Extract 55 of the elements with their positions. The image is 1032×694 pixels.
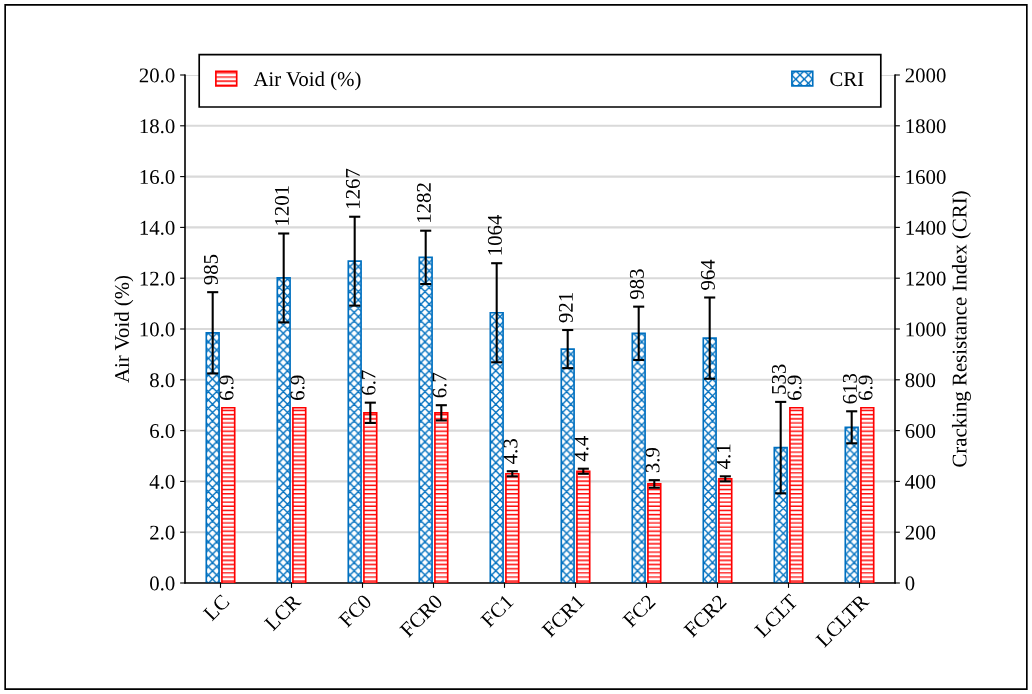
bar [702, 337, 717, 583]
y-tick-label: 6.0 [150, 423, 175, 439]
y2-axis-title: Cracking Resistance Index (CRI) [951, 191, 971, 467]
data-label: 1282 [416, 183, 431, 222]
x-tick-label: LC [202, 594, 231, 622]
data-label: 921 [558, 293, 573, 323]
y-tick-label: 10.0 [140, 322, 175, 337]
data-label: 6.9 [219, 375, 234, 400]
x-tick-label: FC0 [337, 593, 373, 629]
data-label: 6.7 [432, 372, 447, 398]
y-tick-label: 12.0 [140, 271, 175, 286]
data-label: 4.4 [574, 436, 589, 462]
y2-tick-label: 200 [905, 525, 936, 540]
y2-tick-label: 1600 [906, 169, 946, 185]
data-label: 533 [771, 364, 786, 394]
y2-tick-label: 2000 [905, 68, 946, 83]
data-label: 1201 [274, 186, 289, 225]
data-label: 964 [700, 259, 715, 290]
bar [631, 332, 646, 583]
legend-label: CRI [830, 72, 864, 87]
bar [489, 311, 504, 583]
data-label: 4.1 [716, 444, 731, 469]
x-tick-label: FC1 [480, 594, 514, 629]
legend-label: Air Void (%) [253, 71, 361, 91]
y-tick-label: 4.0 [149, 474, 175, 489]
y-tick-label: 8.0 [150, 373, 175, 388]
data-label: 1064 [487, 214, 502, 255]
y2-tick-label: 800 [905, 373, 936, 388]
y-tick-label: 18.0 [140, 119, 175, 134]
data-label: 613 [842, 373, 857, 404]
data-label: 4.3 [503, 439, 518, 464]
bar [560, 348, 575, 583]
data-label: 6.7 [361, 370, 376, 395]
y2-tick-label: 1200 [906, 271, 946, 286]
data-label: 985 [203, 254, 218, 285]
y-axis-title: Air Void (%) [114, 275, 134, 383]
y2-tick-label: 600 [905, 423, 936, 439]
y2-tick-label: 1800 [906, 119, 946, 134]
x-tick-label: LCR [263, 593, 302, 632]
y2-tick-label: 0 [905, 576, 915, 591]
y2-tick-label: 1400 [906, 220, 946, 235]
y-tick-label: 20.0 [139, 68, 175, 83]
y-tick-label: 2.0 [150, 525, 175, 540]
y2-tick-label: 400 [905, 474, 936, 489]
y-tick-label: 14.0 [140, 220, 175, 235]
data-label: 6.9 [290, 375, 305, 400]
data-label: 6.9 [787, 375, 802, 400]
y-tick-label: 0.0 [150, 576, 175, 591]
x-tick-label: FC2 [622, 594, 657, 629]
data-label: 1267 [345, 168, 360, 208]
data-label: 983 [629, 269, 644, 300]
y-tick-label: 16.0 [140, 169, 175, 185]
y2-tick-label: 1000 [906, 322, 946, 337]
data-label: 3.9 [645, 448, 660, 473]
data-label: 6.9 [858, 375, 873, 400]
